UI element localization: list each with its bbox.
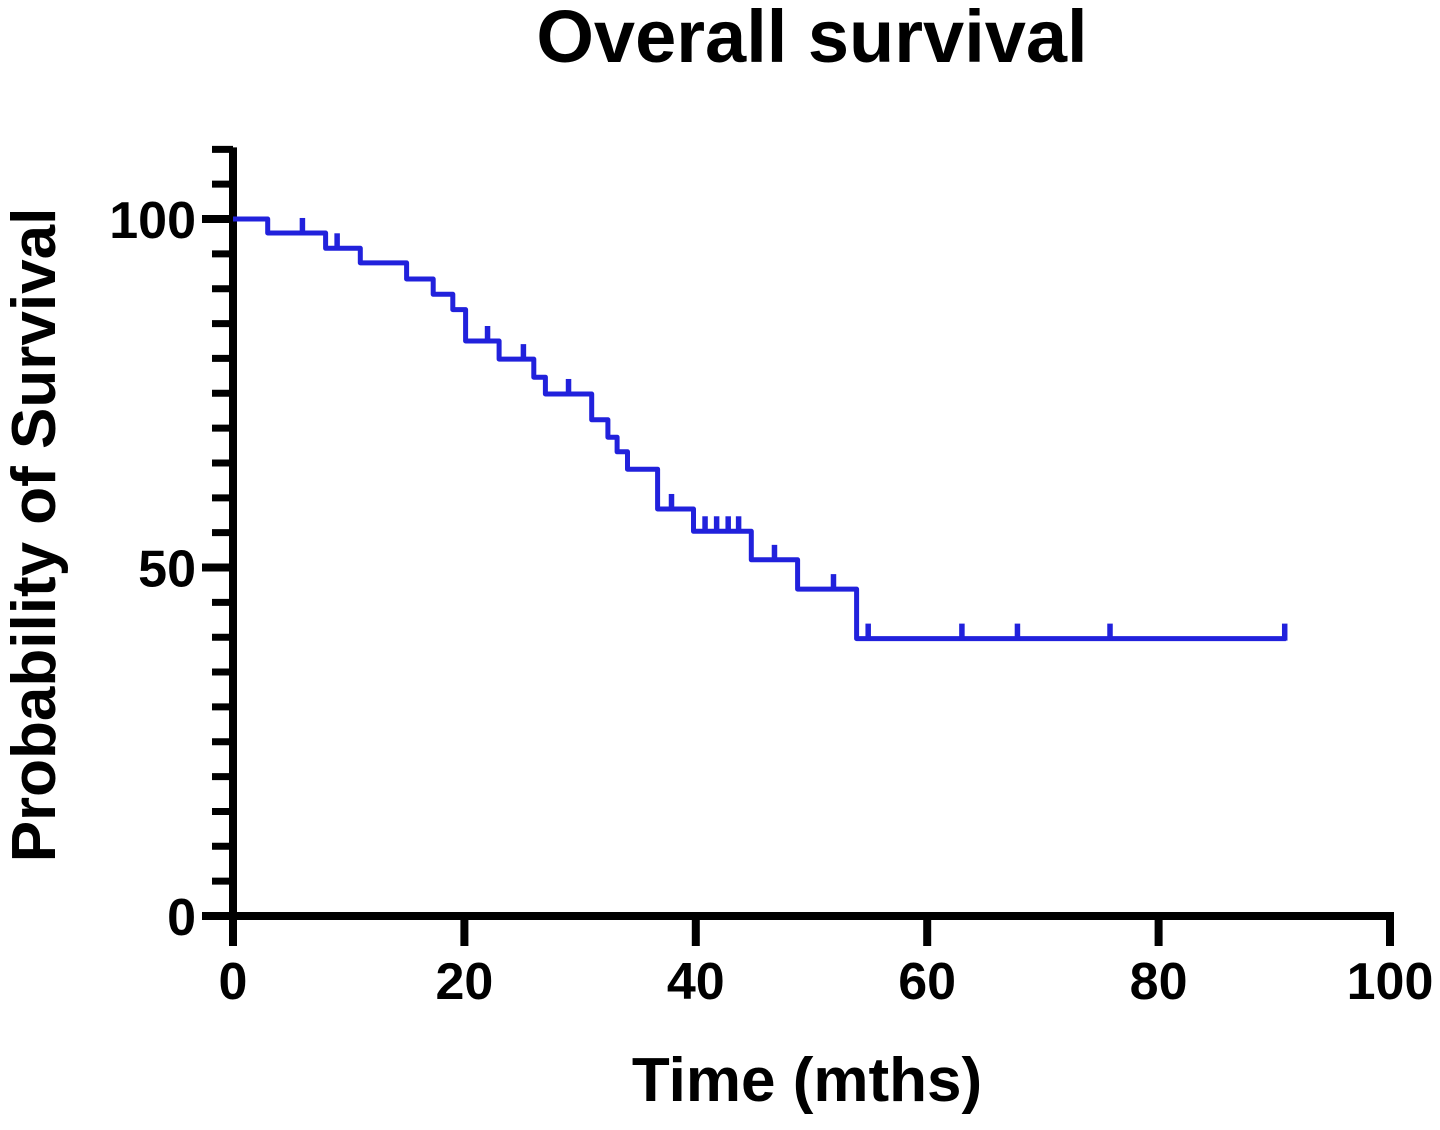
x-tick-label: 0 [219, 953, 248, 1011]
x-tick-label: 80 [1130, 953, 1188, 1011]
y-tick-label: 50 [138, 541, 196, 599]
axes-group: 0 50 100 0 20 40 60 80 100 [109, 145, 1434, 1011]
chart-title: Overall survival [536, 0, 1087, 78]
x-tick-label: 20 [435, 953, 493, 1011]
survival-curve [233, 216, 1286, 642]
x-tick-label: 100 [1347, 953, 1434, 1011]
y-tick-label: 100 [109, 192, 196, 250]
x-tick-label: 40 [667, 953, 725, 1011]
x-axis-label: Time (mths) [632, 1046, 982, 1115]
x-tick-label: 60 [898, 953, 956, 1011]
plot-group [233, 216, 1288, 642]
y-axis-label: Probability of Survival [0, 208, 69, 863]
y-tick-label: 0 [167, 889, 196, 947]
